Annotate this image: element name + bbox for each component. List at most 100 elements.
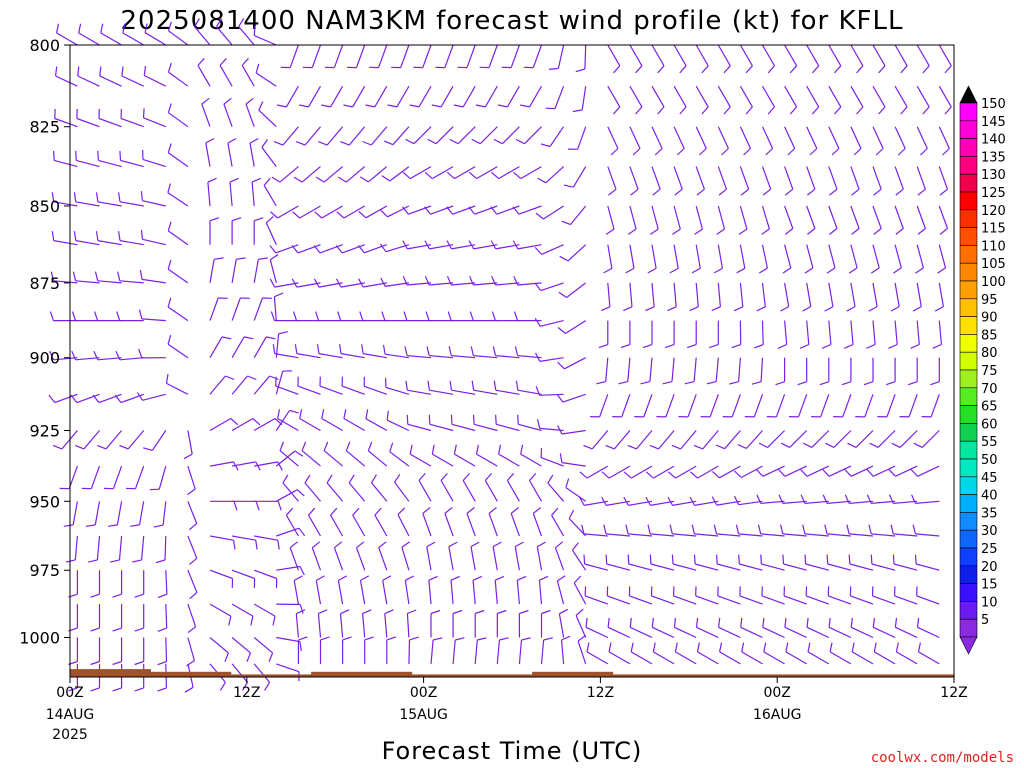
wind-barb-staff [249,142,255,167]
wind-barb-staff [894,85,908,108]
wind-barb-staff [806,320,810,345]
wind-barb-staff [462,480,476,502]
wind-barb-staff [916,244,924,269]
wind-barb-staff [872,244,880,269]
surface-segment [110,669,131,677]
wind-barb-flag [382,575,392,581]
wind-barb-staff [893,563,918,571]
wind-barb-flag [878,106,886,115]
wind-barb-staff [653,465,675,479]
wind-barb-flag [540,143,551,148]
wind-barb-staff [94,501,101,526]
wind-barb-flag [130,524,140,527]
wind-barb-staff [352,85,366,108]
wind-barb-flag [627,228,637,235]
wind-barb-flag [662,381,673,385]
wind-barb-staff [652,626,675,639]
wind-barb-flag [56,23,60,34]
colorbar-swatch [959,458,978,478]
wind-barb-flag [713,267,723,274]
wind-barb-staff [917,626,940,639]
colorbar-label: 40 [981,489,998,504]
wind-barb-staff [739,563,763,571]
wind-barb-staff [231,417,254,432]
colorbar-label: 130 [981,168,1006,183]
wind-barb-staff [255,72,277,87]
wind-barb-flag [733,495,740,505]
wind-barb-flag [698,148,707,156]
plot-frame [69,44,955,678]
wind-barb-staff [429,282,454,286]
wind-barb-staff [418,480,432,502]
wind-barb-flag [326,474,333,484]
wind-barb-flag [247,375,257,381]
wind-barb-staff [385,386,410,395]
wind-barb-staff [285,514,299,537]
wind-barb-staff [494,580,498,605]
wind-barb-staff [581,86,587,110]
wind-barb-flag [605,228,615,235]
colorbar-label: 5 [981,613,989,628]
wind-barb-flag [187,626,196,633]
wind-barb-staff [741,651,763,665]
wind-barb-staff [874,651,896,665]
wind-barb-staff [142,393,166,401]
wind-barb-flag [537,541,546,548]
wind-barb-flag [547,474,554,484]
wind-barb-flag [607,617,610,628]
wind-barb-flag [298,636,308,641]
wind-barb-flag [440,473,448,481]
wind-barb-flag [756,494,762,504]
wind-barb-staff [697,465,719,479]
wind-barb-staff [716,533,741,537]
wind-barb-flag [603,524,607,535]
wind-barb-flag [314,211,323,219]
wind-barb-flag [207,177,217,183]
wind-barb-flag [279,441,285,451]
wind-barb-staff [510,513,520,537]
wind-barb-staff [345,450,366,467]
wind-barb-flag [841,381,852,386]
wind-barb-staff [209,461,234,467]
wind-barb-flag [894,617,898,628]
wind-barb-staff [476,166,498,180]
wind-barb-flag [623,471,632,479]
wind-barb-staff [577,126,587,150]
wind-barb-flag [193,18,201,27]
wind-barb-flag [446,276,452,286]
wind-barb-staff [466,513,476,537]
wind-barb-flag [380,277,386,287]
wind-barb-flag [917,228,926,235]
wind-barb-staff [495,389,520,395]
wind-barb-staff [341,385,365,395]
wind-barb-staff [850,85,864,108]
wind-barb-flag [157,660,167,666]
surface-segment [552,671,573,677]
wind-barb-staff [828,320,832,345]
wind-barb-staff [254,535,278,541]
wind-barb-flag [409,636,419,641]
x-tick-label: 00Z [56,685,83,701]
wind-barb-flag [581,524,585,535]
wind-barb-staff [938,244,947,269]
wind-barb-flag [301,441,307,451]
wind-barb-staff [605,533,630,537]
colorbar-swatch [959,280,978,300]
wind-barb-staff [371,482,388,502]
wind-barb-flag [495,414,497,425]
wind-barb-staff [694,500,719,506]
wind-barb-staff [98,393,122,404]
wind-barb-staff [680,430,697,450]
wind-barb-flag [674,642,678,653]
wind-barb-staff [746,430,763,449]
wind-barb-flag [789,106,798,115]
wind-barb-staff [98,159,122,168]
wind-barb-flag [337,176,347,183]
wind-barb-staff [627,357,631,382]
wind-barb-staff [784,166,794,190]
wind-barb-flag [426,541,436,548]
wind-barb-flag [555,541,564,549]
wind-barb-flag [132,559,142,563]
wind-barb-flag [115,350,121,361]
wind-barb-flag [512,240,519,250]
